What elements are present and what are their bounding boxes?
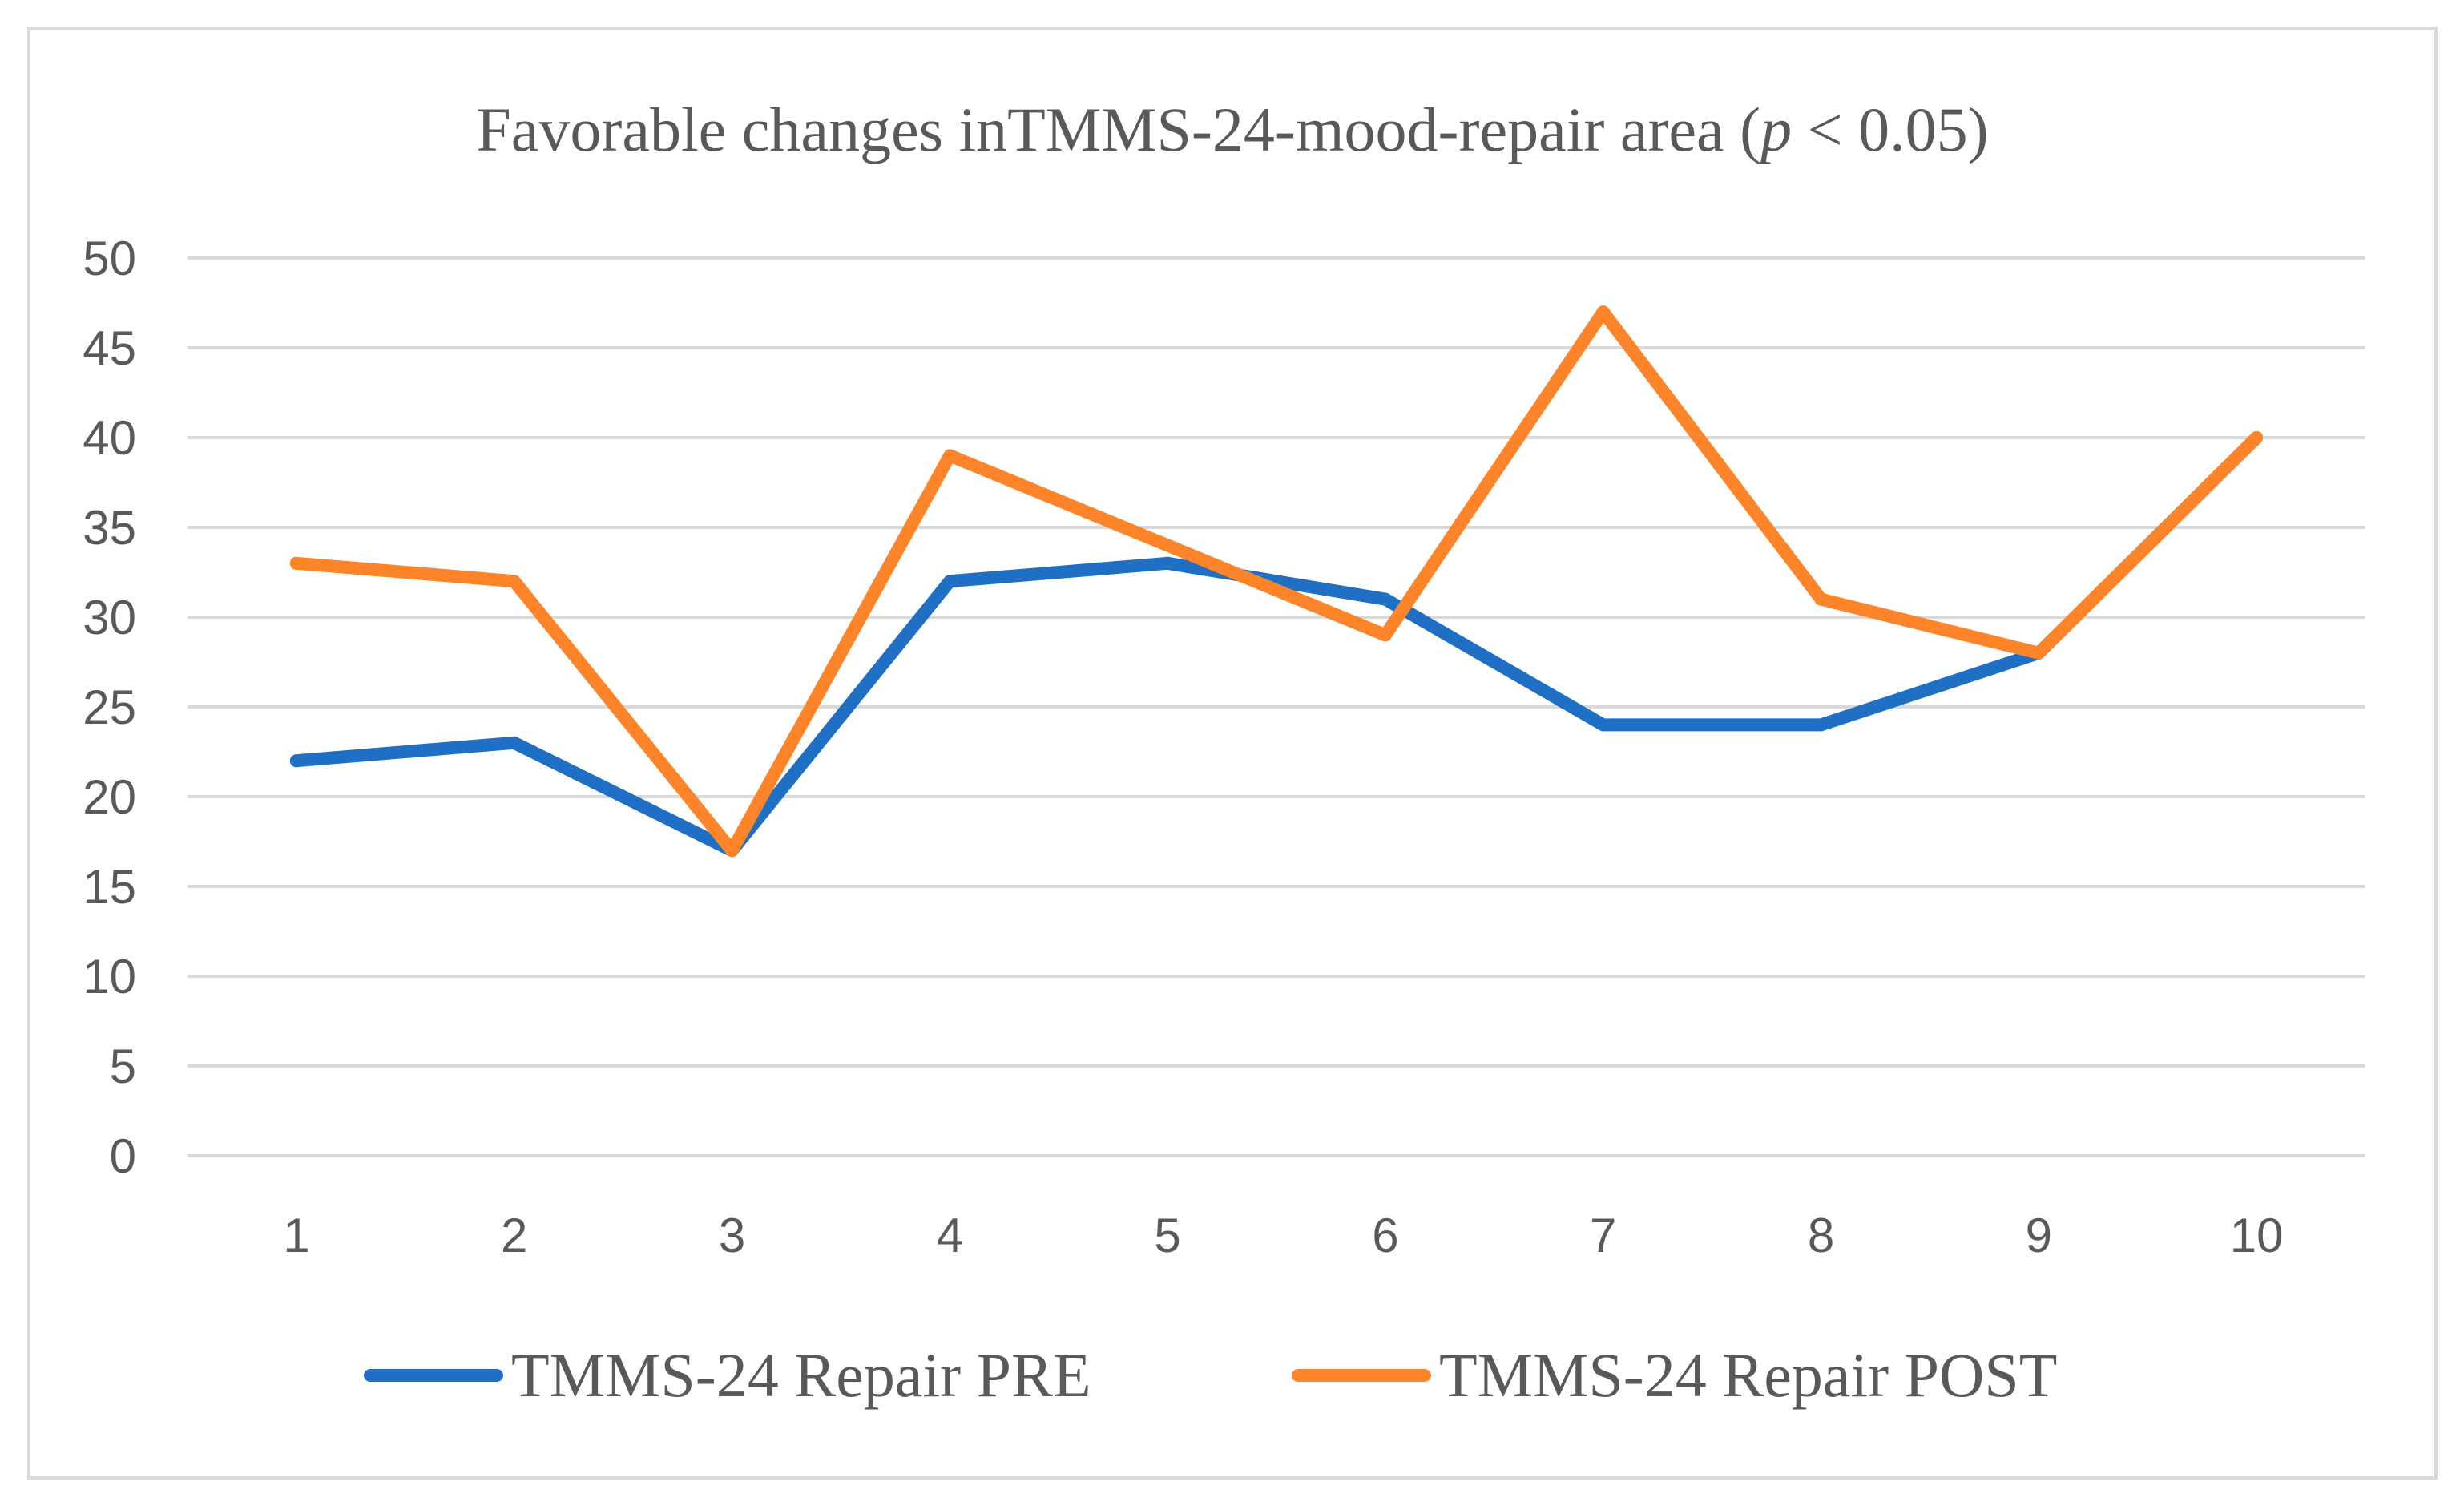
gridlines: [188, 256, 2365, 1157]
y-tick-label: 20: [83, 770, 136, 824]
data-point: [725, 844, 739, 858]
y-tick-label: 25: [83, 680, 136, 734]
data-point: [1378, 628, 1392, 642]
y-tick-label: 40: [83, 411, 136, 465]
x-tick-label: 3: [719, 1209, 745, 1262]
data-point: [1161, 539, 1175, 552]
y-tick-label: 35: [83, 501, 136, 555]
series-lines: [289, 305, 2264, 858]
y-tick-label: 0: [110, 1129, 136, 1183]
data-point: [507, 575, 521, 588]
data-point: [2250, 431, 2264, 444]
data-point: [1814, 592, 1828, 606]
data-point: [1161, 556, 1175, 570]
chart-title-main: Favorable changes inTMMS-24-mood-repair …: [476, 95, 1760, 164]
data-point: [289, 556, 303, 570]
data-point: [943, 575, 957, 588]
data-point: [1596, 718, 1610, 732]
y-axis-tick-labels: 0 5 10 15 20 25 30 35 40 45 50: [83, 232, 136, 1183]
legend: TMMS-24 Repair PRE TMMS-24 Repair POST: [364, 1340, 2057, 1410]
x-tick-label: 2: [501, 1209, 527, 1262]
x-tick-label: 8: [1808, 1209, 1834, 1262]
data-point: [289, 754, 303, 768]
series-line-pre: [289, 431, 2264, 858]
y-tick-label: 45: [83, 321, 136, 375]
data-point: [1596, 305, 1610, 319]
chart-title-tail: < 0.05): [1792, 95, 1988, 164]
data-point: [507, 736, 521, 749]
data-point: [943, 449, 957, 462]
y-tick-label: 50: [83, 232, 136, 285]
series-line-post: [289, 305, 2264, 858]
x-tick-label: 7: [1590, 1209, 1616, 1262]
data-point: [1814, 718, 1828, 732]
y-tick-label: 5: [110, 1040, 136, 1093]
y-tick-label: 30: [83, 591, 136, 644]
legend-label-pre: TMMS-24 Repair PRE: [511, 1340, 1091, 1410]
legend-label-post: TMMS-24 Repair POST: [1439, 1340, 2057, 1410]
x-tick-label: 1: [283, 1209, 309, 1262]
x-tick-label: 5: [1154, 1209, 1180, 1262]
y-tick-label: 10: [83, 950, 136, 1003]
x-tick-label: 10: [2230, 1209, 2284, 1262]
x-tick-label: 9: [2026, 1209, 2052, 1262]
x-axis-tick-labels: 1 2 3 4 5 6 7 8 9 10: [283, 1209, 2283, 1262]
x-tick-label: 4: [937, 1209, 963, 1262]
y-tick-label: 15: [83, 860, 136, 914]
chart-title: Favorable changes inTMMS-24-mood-repair …: [476, 95, 1988, 164]
data-point: [1378, 592, 1392, 606]
x-tick-label: 6: [1372, 1209, 1398, 1262]
chart-title-italic: p: [1756, 95, 1792, 164]
data-point: [2032, 646, 2046, 660]
